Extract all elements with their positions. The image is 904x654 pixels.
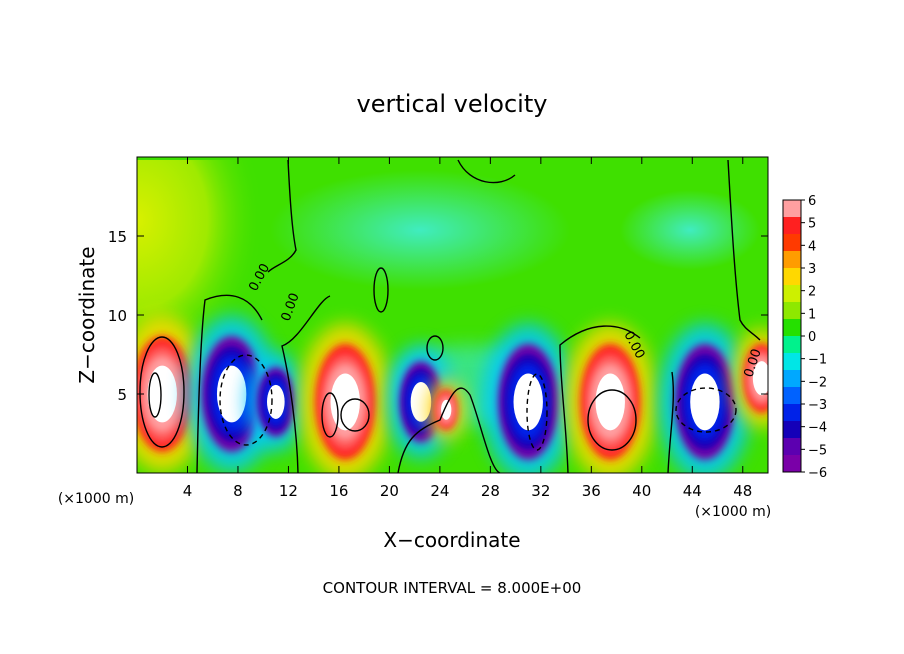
zero-contour-right-lower — [667, 371, 675, 473]
upper-right-cyan-region — [620, 190, 760, 270]
contour-lines — [139, 159, 761, 473]
y-axis-label: Z−coordinate — [75, 246, 99, 383]
x-tick-label: 44 — [683, 482, 702, 500]
x-tick-label: 24 — [430, 482, 449, 500]
heatmap-field: 0.00 0.00 0.00 0.00 — [137, 157, 768, 473]
updraft-core — [441, 399, 452, 420]
contour-core-3b — [321, 392, 339, 438]
colorbar-swatch — [783, 353, 801, 371]
y-axis: 5 10 15 — [108, 228, 768, 404]
contour-core-6 — [675, 387, 737, 433]
y-units-label: (×1000 m) — [58, 491, 134, 507]
y-tick-label: 10 — [108, 307, 127, 325]
colorbar-tick-label: 2 — [808, 285, 816, 300]
colorbar-tick-label: −3 — [808, 398, 827, 413]
colorbar-swatch — [783, 268, 801, 286]
chart-title: vertical velocity — [357, 90, 548, 118]
x-tick-label: 32 — [531, 482, 550, 500]
contour-interval-note: CONTOUR INTERVAL = 8.000E+00 — [323, 579, 582, 597]
contour-core-1 — [139, 336, 185, 448]
contour-core-2 — [219, 354, 273, 446]
x-tick-label: 48 — [733, 482, 752, 500]
contour-core-1-inner — [148, 372, 162, 418]
colorbar-tick-label: 4 — [808, 239, 816, 254]
x-tick-label: 4 — [183, 482, 193, 500]
x-tick-label: 8 — [233, 482, 243, 500]
zero-contour-right — [727, 159, 761, 341]
colorbar-tick-label: −5 — [808, 443, 827, 458]
updraft-core — [330, 373, 360, 431]
colorbar-swatch — [783, 217, 801, 235]
colorbar: 6 5 4 3 2 1 0 −1 −2 −3 −4 −5 −6 — [782, 194, 827, 481]
colorbar-swatch — [783, 404, 801, 422]
colorbar-swatch — [783, 336, 801, 354]
x-tick-label: 28 — [481, 482, 500, 500]
colorbar-swatch — [783, 200, 801, 218]
colorbar-swatch — [783, 234, 801, 252]
x-tick-label: 16 — [329, 482, 348, 500]
colorbar-swatch — [783, 370, 801, 388]
zero-contour-loop-a — [373, 267, 389, 313]
colorbar-swatch — [783, 421, 801, 439]
contour-core-4 — [526, 373, 548, 451]
x-tick-label: 36 — [582, 482, 601, 500]
colorbar-tick-label: 0 — [808, 330, 816, 345]
zero-contour-mid — [196, 294, 263, 473]
velocity-cells — [137, 315, 768, 473]
downdraft-core — [690, 373, 720, 431]
zero-contour-top — [457, 159, 516, 184]
zero-contour-left — [267, 159, 297, 273]
updraft-core — [595, 373, 625, 431]
colorbar-swatch — [783, 302, 801, 320]
downdraft-core — [513, 373, 543, 431]
x-axis-label: X−coordinate — [383, 528, 520, 552]
colorbar-swatch — [783, 438, 801, 456]
colorbar-tick-label: −1 — [808, 353, 827, 368]
colorbar-tick-label: 3 — [808, 262, 816, 277]
x-tick-label: 12 — [279, 482, 298, 500]
contour-core-3 — [340, 398, 370, 432]
colorbar-tick-label: −2 — [808, 375, 827, 390]
colorbar-tick-label: 6 — [808, 194, 816, 209]
downdraft-core — [216, 365, 247, 423]
colorbar-swatch — [783, 387, 801, 405]
zero-contour-center — [397, 387, 501, 473]
colorbar-tick-label: −6 — [808, 466, 827, 481]
updraft-core — [752, 361, 768, 396]
y-tick-label: 5 — [117, 386, 127, 404]
x-axis: 4 8 12 16 20 24 28 32 36 40 44 48 — [183, 157, 752, 500]
downdraft-core — [267, 384, 285, 419]
colorbar-swatch — [783, 319, 801, 337]
zero-contour-right-mid — [559, 325, 641, 473]
colorbar-tick-label: −4 — [808, 421, 827, 436]
colorbar-swatch — [783, 455, 801, 473]
zero-contour-mid2 — [281, 295, 331, 473]
colorbar-tick-label: 1 — [808, 307, 816, 322]
contour-core-5 — [587, 389, 637, 451]
colorbar-swatch — [783, 285, 801, 303]
y-tick-label: 15 — [108, 228, 127, 246]
upper-cyan-region — [270, 170, 570, 290]
colorbar-swatch — [783, 251, 801, 269]
x-tick-label: 20 — [380, 482, 399, 500]
updraft-core — [147, 365, 177, 423]
x-units-label: (×1000 m) — [695, 504, 771, 520]
colorbar-tick-label: 5 — [808, 217, 816, 232]
zero-contour-loop-b — [426, 335, 444, 361]
x-tick-label: 40 — [632, 482, 651, 500]
